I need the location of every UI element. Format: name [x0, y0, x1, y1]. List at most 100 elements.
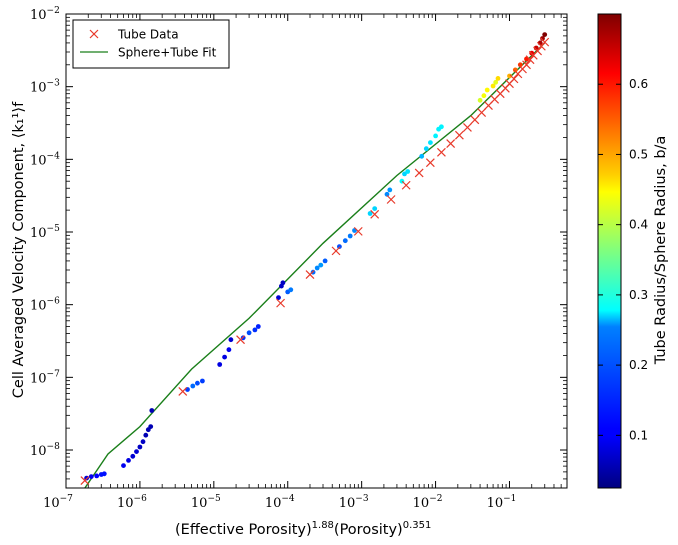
data-point — [149, 408, 155, 413]
data-point — [439, 124, 444, 130]
tube-data-marker — [236, 335, 245, 345]
colorbar-tick-label: 0.3 — [629, 288, 648, 302]
tube-data-marker-stroke — [477, 108, 487, 118]
x-tick-label: 10−6 — [117, 494, 147, 511]
data-point — [405, 169, 411, 174]
data-point — [423, 146, 429, 152]
y-tick-label: 10−7 — [30, 369, 60, 386]
legend-label-fit: Sphere+Tube Fit — [118, 46, 217, 60]
data-point — [126, 458, 131, 463]
colorbar: 0.1 0.2 0.3 0.4 0.5 0.6 Tube Radius/Sphere Ra… — [597, 13, 669, 489]
tube-data-marker — [509, 74, 519, 84]
data-point — [217, 362, 223, 367]
tube-data-marker-stroke — [353, 226, 363, 236]
tube-data-marker-stroke — [178, 386, 188, 396]
tube-data-marker-stroke — [370, 209, 380, 219]
data-point — [314, 265, 320, 271]
data-point — [143, 432, 149, 438]
tube-data-marker — [463, 122, 472, 132]
data-point — [433, 133, 438, 139]
tube-data-marker-stroke — [236, 335, 245, 345]
data-point — [226, 347, 232, 353]
data-point — [94, 473, 100, 479]
tube-data-marker-stroke — [414, 168, 424, 178]
tube-data-marker — [425, 158, 435, 168]
legend-box — [72, 19, 230, 69]
data-point — [130, 453, 136, 459]
data-point — [101, 471, 107, 477]
data-point — [318, 262, 324, 268]
colorbar-tick-label: 0.1 — [629, 428, 648, 442]
data-point — [428, 140, 433, 146]
data-point — [540, 36, 545, 41]
tube-data-marker — [386, 195, 396, 204]
tube-data-marker-stroke — [401, 180, 411, 190]
data-point — [337, 244, 342, 250]
data-point — [137, 444, 143, 450]
y-tick-label: 10−6 — [30, 297, 60, 314]
tube-data-marker-stroke — [436, 147, 446, 157]
y-tick-label: 10−4 — [30, 151, 60, 168]
tube-data-marker — [470, 115, 480, 125]
data-point — [252, 327, 258, 333]
data-point — [484, 87, 490, 93]
data-point — [134, 449, 139, 454]
x-axis-label-part2: (Porosity) — [334, 522, 403, 538]
y-tick-label: 10−5 — [30, 224, 60, 241]
tube-data-marker — [540, 37, 550, 47]
data-point — [228, 337, 234, 343]
tube-data-marker — [370, 209, 380, 219]
tube-data-marker — [414, 168, 424, 178]
tube-data-marker — [522, 60, 531, 70]
x-tick-label: 10−1 — [487, 494, 517, 511]
x-tick-label: 10−4 — [265, 494, 295, 511]
fit-line — [84, 42, 546, 489]
tube-data-marker-stroke — [425, 158, 435, 168]
data-point — [495, 76, 501, 81]
tube-data-marker — [454, 130, 464, 140]
colorbar-label: Tube Radius/Sphere Radius, b/a — [653, 136, 669, 366]
tube-data-marker-stroke — [305, 270, 315, 279]
tube-data-marker — [353, 226, 363, 236]
tube-data-marker-stroke — [276, 298, 286, 308]
colorbar-tick-label: 0.5 — [629, 147, 648, 161]
data-point — [512, 67, 518, 73]
data-point — [419, 153, 425, 159]
data-point — [347, 233, 353, 239]
x-axis-label-exp2: 0.351 — [403, 520, 432, 531]
tube-data-marker-stroke — [525, 55, 535, 65]
tube-data-marker — [305, 270, 315, 279]
x-axis-label-exp1: 1.88 — [312, 520, 334, 531]
tube-data-marker-stroke — [470, 115, 480, 125]
tube-data-marker — [477, 108, 487, 118]
data-point — [280, 280, 286, 286]
tube-data-marker-stroke — [522, 60, 531, 70]
x-axis-label-part1: (Effective Porosity) — [175, 522, 312, 538]
data-point — [255, 324, 261, 329]
data-point — [490, 83, 496, 89]
x-tick-label: 10−2 — [413, 494, 443, 511]
tube-data-marker-stroke — [509, 74, 519, 84]
colorbar-gradient — [598, 14, 621, 488]
data-point — [88, 474, 94, 479]
tube-data-marker — [80, 476, 90, 485]
tube-data-series — [80, 37, 550, 485]
y-tick-label: 10−2 — [30, 6, 60, 23]
legend-label-tube-data: Tube Data — [117, 28, 179, 42]
data-point — [477, 97, 483, 103]
y-tick-label: 10−8 — [30, 442, 60, 459]
y-tick-label: 10−3 — [30, 79, 60, 96]
tube-data-marker-stroke — [80, 476, 90, 485]
tube-data-marker — [401, 180, 411, 190]
x-axis-label: (Effective Porosity)1.88(Porosity)0.351 — [175, 520, 431, 538]
legend: Tube Data Sphere+Tube Fit — [72, 19, 230, 69]
data-point — [542, 32, 548, 37]
tube-data-marker — [525, 55, 535, 65]
data-point — [288, 287, 294, 293]
fit-line-layer — [84, 42, 546, 489]
tube-data-marker — [331, 246, 341, 256]
tube-data-marker-stroke — [386, 195, 396, 204]
data-point — [481, 93, 487, 99]
y-tick-labels: 10−8 10−7 10−6 10−5 10−4 10−3 10−2 — [30, 6, 60, 459]
